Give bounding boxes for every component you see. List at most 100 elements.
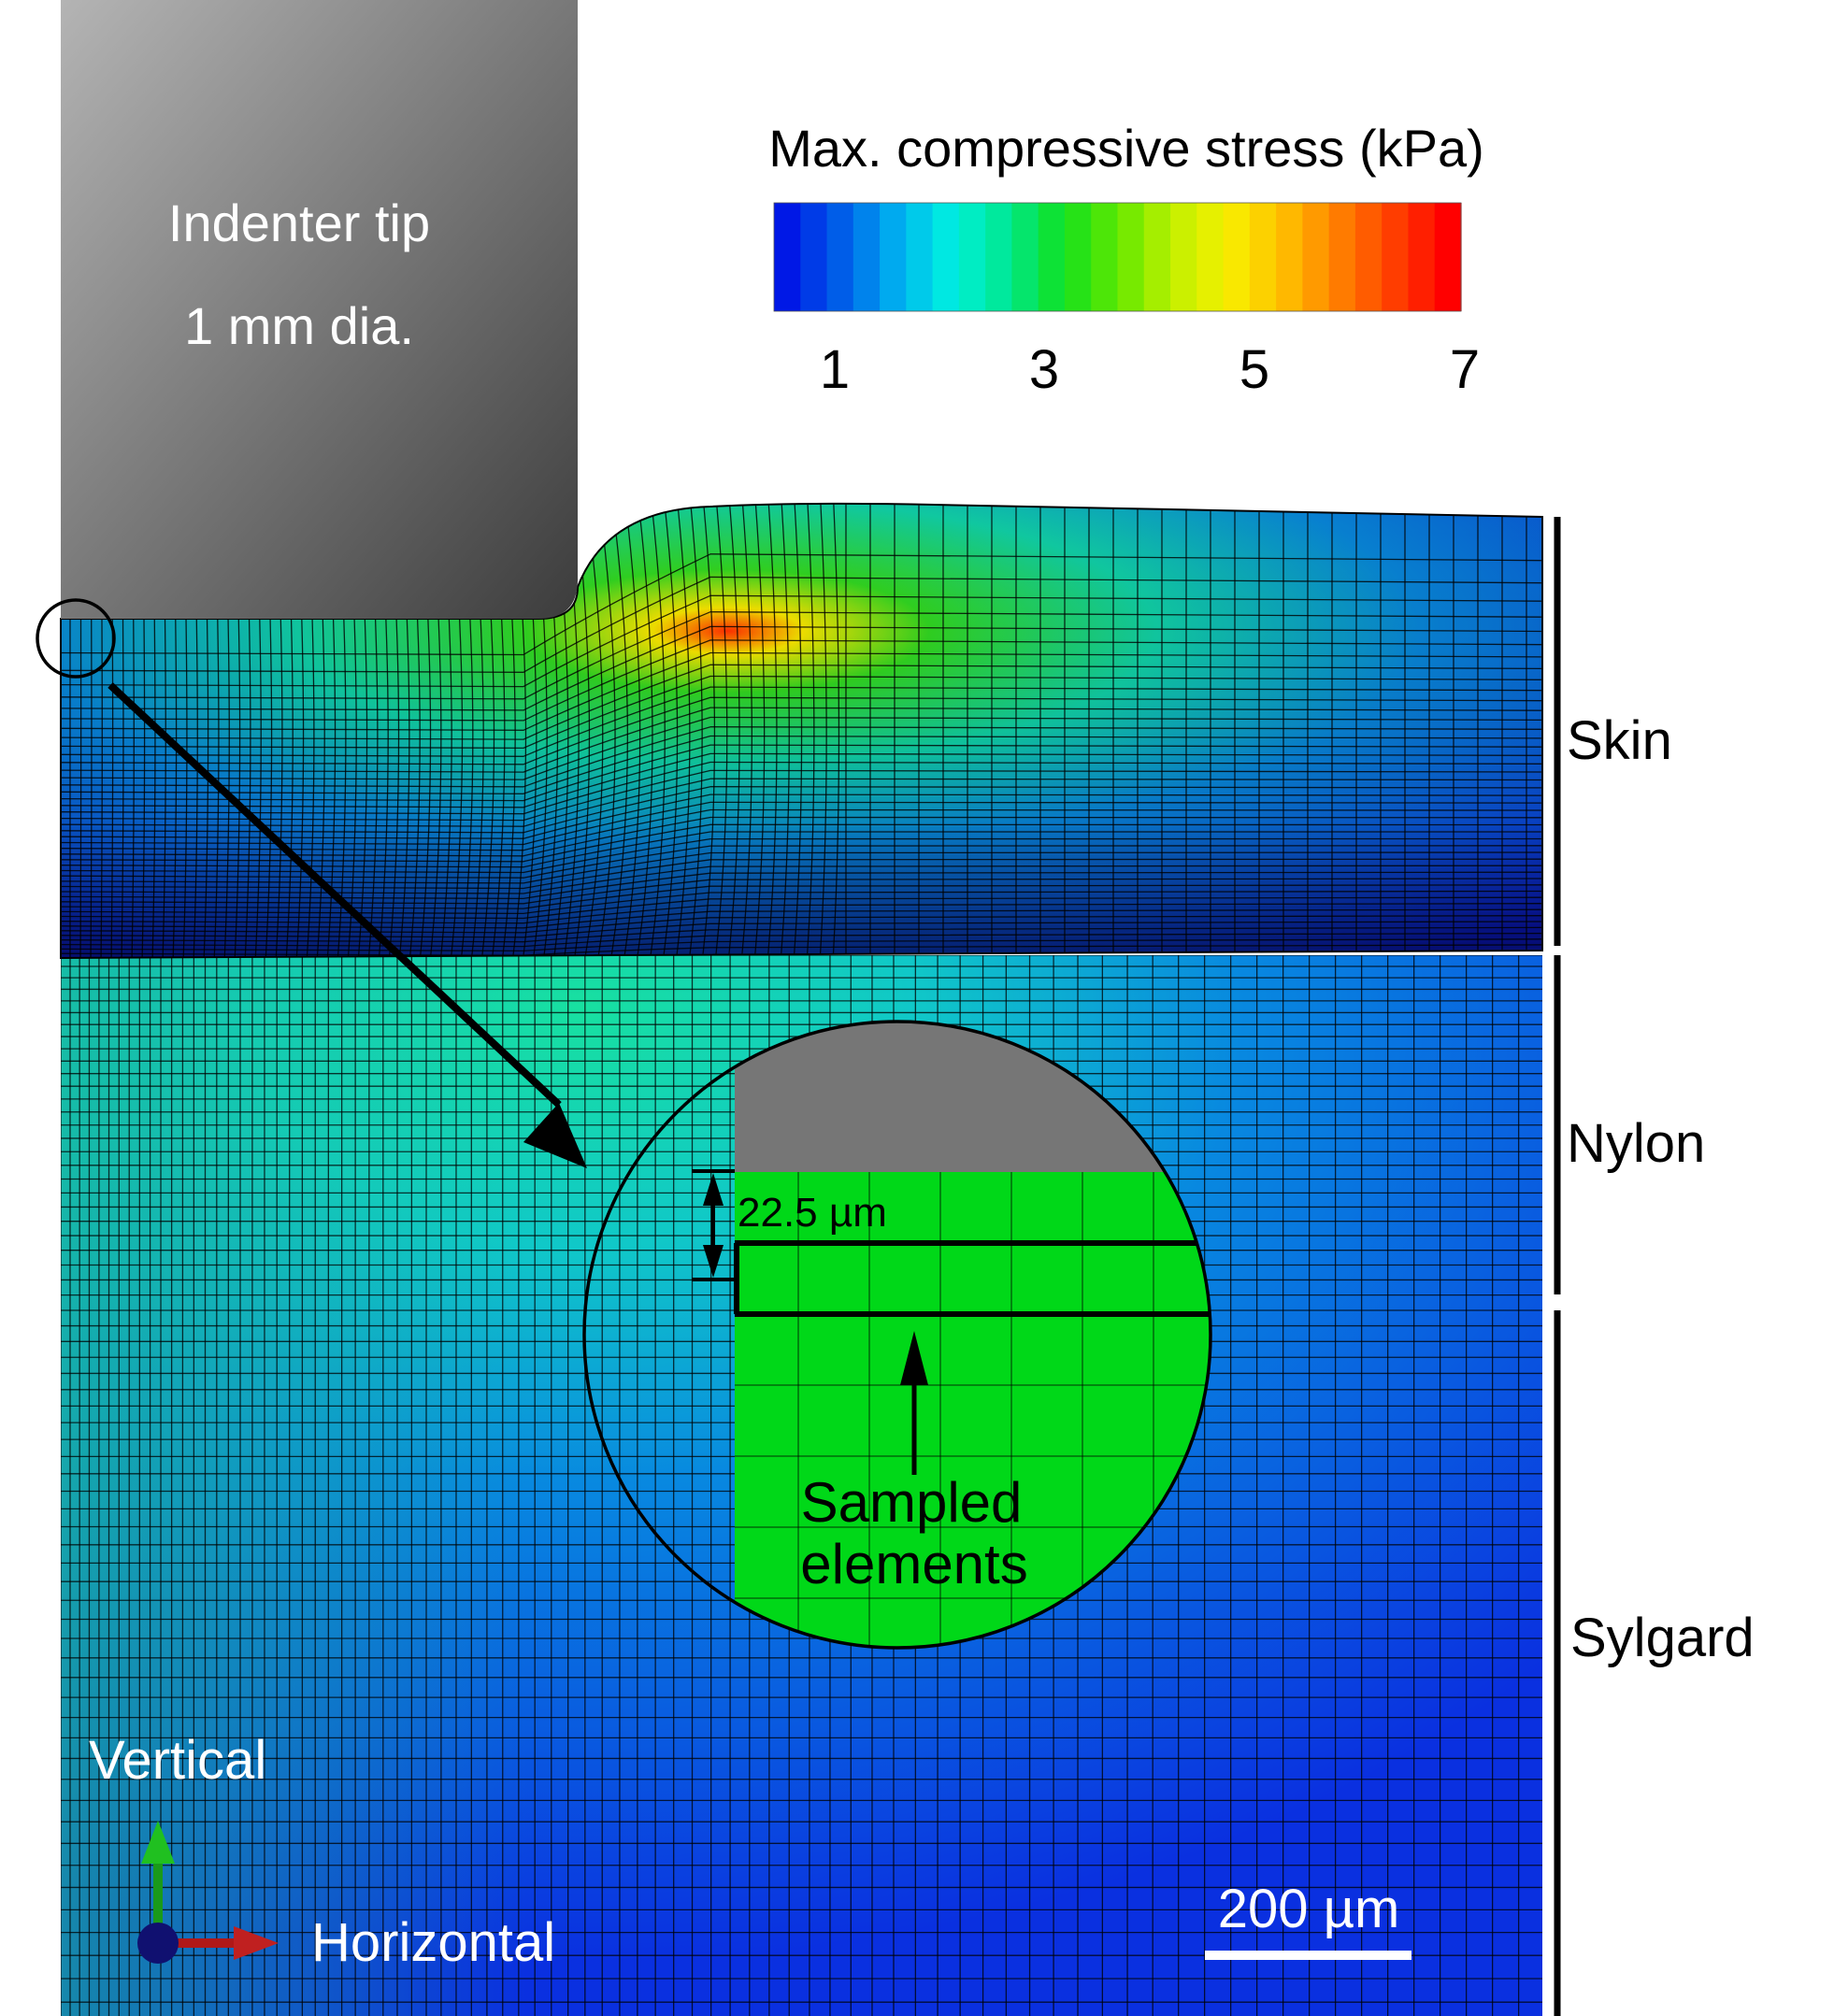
colorbar-step <box>958 203 986 311</box>
skin-mesh-column <box>649 503 666 958</box>
skin-mesh-row <box>61 576 1542 673</box>
skin-mesh-column <box>675 503 691 958</box>
colorbar-step <box>1354 203 1383 311</box>
skin-mesh-row <box>61 761 1542 815</box>
skin-mesh-column <box>780 503 790 958</box>
zoom-callout <box>36 598 587 1168</box>
skin-mesh-row <box>61 778 1542 827</box>
skin-mesh-column <box>727 503 740 958</box>
layer-label-sylgard: Sylgard <box>1570 1608 1755 1668</box>
colorbar-step <box>1170 203 1197 311</box>
colorbar-step <box>853 203 881 311</box>
skin-mesh-row <box>61 926 1542 943</box>
vertical-axis-label: Vertical <box>89 1730 266 1791</box>
skin-mesh-column <box>662 503 679 958</box>
skin-mesh-row <box>61 858 1542 890</box>
skin-mesh-row <box>61 823 1542 863</box>
skin-layer <box>60 502 1543 960</box>
colorbar: Max. compressive stress (kPa) 1 3 5 7 <box>768 119 1484 400</box>
zoom-source-circle <box>36 598 116 679</box>
skin-mesh-row <box>61 744 1542 802</box>
colorbar-step <box>1408 203 1436 311</box>
skin-mesh-row <box>61 871 1542 900</box>
skin-mesh-column <box>806 503 815 958</box>
sampled-arrow-head <box>900 1331 928 1385</box>
scale-bar: 200 µm <box>1205 1879 1411 1960</box>
colorbar-step <box>1143 203 1171 311</box>
scale-bar-label: 200 µm <box>1218 1879 1400 1939</box>
vertical-axis-arrow <box>153 1860 163 1935</box>
sampled-label-line1: Sampled <box>801 1471 1023 1534</box>
colorbar-step <box>985 203 1013 311</box>
skin-mesh-row <box>61 553 1542 656</box>
skin-mesh-row <box>61 752 1542 808</box>
colorbar-tick-5: 5 <box>1239 339 1269 400</box>
skin-mesh-row <box>61 938 1542 952</box>
horizontal-axis-arrowhead <box>234 1926 279 1960</box>
colorbar-gradient <box>774 203 1462 311</box>
skin-mesh-row <box>61 794 1542 839</box>
indenter-tip <box>61 0 578 619</box>
skin-mesh-row <box>61 769 1542 822</box>
skin-mesh-row <box>61 735 1542 794</box>
inset-circle <box>582 1020 1212 1650</box>
zoom-arrow-shaft <box>107 682 562 1108</box>
colorbar-tick-3: 3 <box>1029 339 1059 400</box>
indenter-size-label: 1 mm dia. <box>184 296 414 355</box>
colorbar-step <box>1382 203 1410 311</box>
skin-mesh-column <box>688 503 703 958</box>
skin-mesh-row <box>61 845 1542 879</box>
skin-mesh-row <box>61 865 1542 894</box>
colorbar-step <box>1064 203 1092 311</box>
dimension-arrow-down <box>703 1245 724 1278</box>
scale-bar-line <box>1205 1951 1411 1960</box>
skin-mesh-row <box>61 716 1542 780</box>
colorbar-step <box>1302 203 1330 311</box>
layer-label-nylon: Nylon <box>1567 1113 1705 1174</box>
skin-mesh-column <box>596 503 616 958</box>
left-stress-band <box>61 955 528 2016</box>
horizontal-axis-arrow <box>161 1938 236 1948</box>
skin-mesh-row <box>61 611 1542 700</box>
colorbar-step <box>800 203 828 311</box>
colorbar-step <box>1223 203 1251 311</box>
indenter: Indenter tip 1 mm dia. <box>61 0 578 619</box>
skin-mesh-row <box>61 884 1542 909</box>
skin-mesh-column <box>740 503 752 958</box>
skin-mesh-column <box>714 503 728 958</box>
horizontal-axis-label: Horizontal <box>311 1912 555 1973</box>
skin-mesh-column <box>636 503 653 958</box>
skin-mesh-row <box>61 932 1542 948</box>
skin-mesh-row <box>61 786 1542 834</box>
axis-origin <box>137 1923 179 1964</box>
skin-mesh-row <box>61 878 1542 905</box>
colorbar-title: Max. compressive stress (kPa) <box>768 119 1484 178</box>
skin-mesh-row <box>61 896 1542 920</box>
sampled-label-line2: elements <box>800 1533 1027 1595</box>
colorbar-tick-7: 7 <box>1450 339 1480 400</box>
colorbar-frame <box>773 202 1462 312</box>
skin-mesh-column <box>623 503 641 958</box>
colorbar-step <box>774 203 801 311</box>
axis-triad: Vertical Horizontal <box>89 1730 555 1973</box>
layer-brackets: Skin Nylon Sylgard <box>1554 517 1755 2016</box>
indenter-label: Indenter tip <box>168 193 430 252</box>
layer-label-skin: Skin <box>1567 710 1672 771</box>
colorbar-step <box>1091 203 1119 311</box>
skin-mesh-row <box>61 726 1542 788</box>
skin-mesh-row <box>61 890 1542 915</box>
skin-outline <box>60 502 1543 960</box>
skin-mesh-row <box>61 837 1542 874</box>
skin-mesh-column <box>701 503 716 958</box>
skin-mesh-column <box>753 503 766 958</box>
skin-mesh-row <box>61 831 1542 868</box>
skin-mesh-column <box>767 503 778 958</box>
skin-mesh-column <box>832 503 840 958</box>
colorbar-step <box>906 203 934 311</box>
zoom-arrow-head <box>523 1103 587 1168</box>
dimension-arrow-up <box>703 1173 724 1206</box>
colorbar-step <box>1434 203 1462 311</box>
colorbar-step <box>1328 203 1356 311</box>
colorbar-tick-1: 1 <box>820 339 850 400</box>
